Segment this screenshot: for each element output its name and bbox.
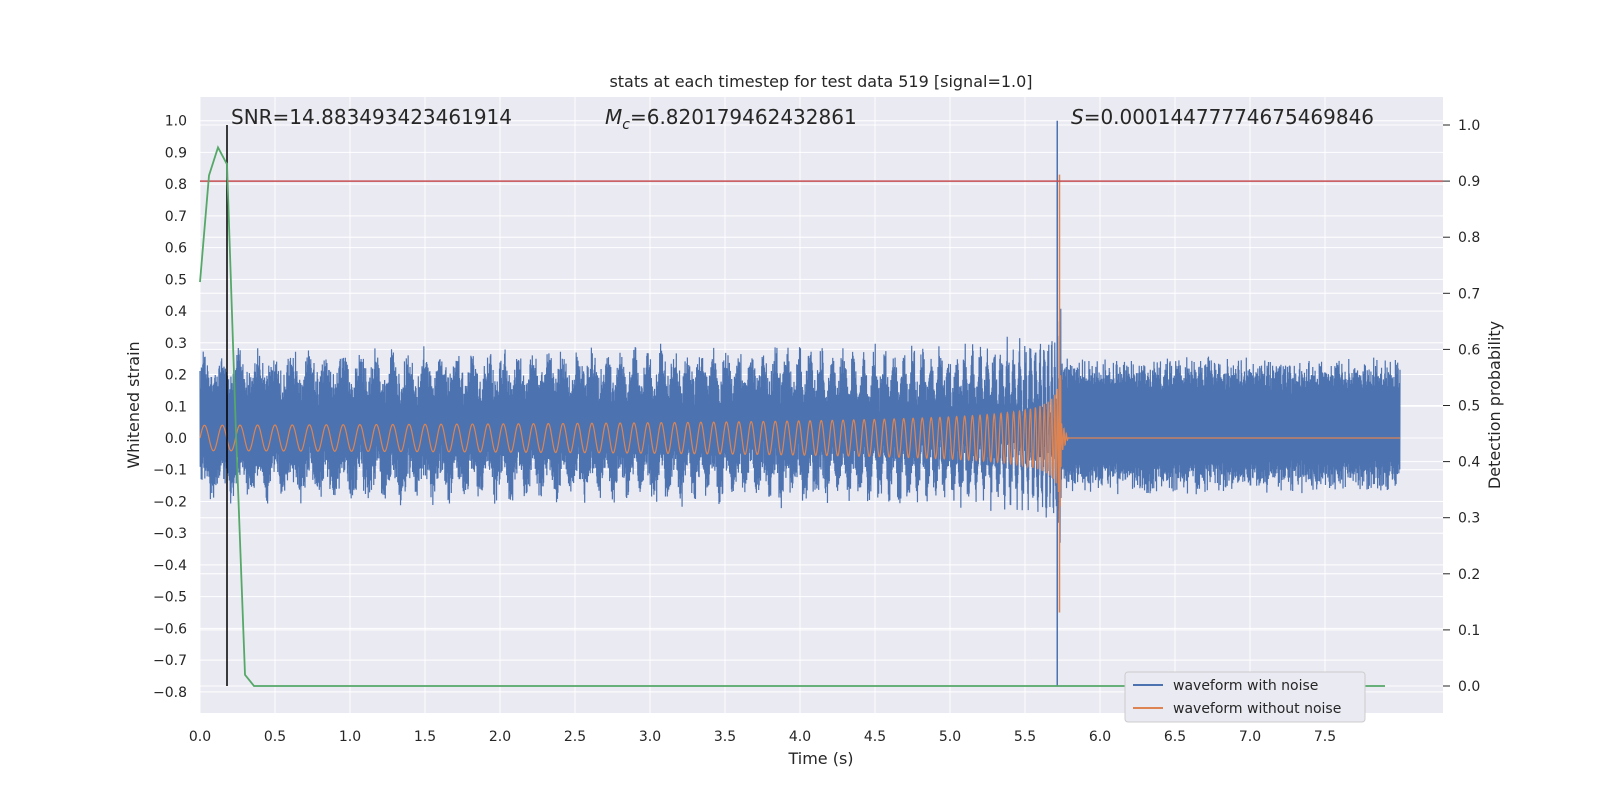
chirp-mass-value: =6.820179462432861 bbox=[630, 105, 857, 129]
y-tick-label: 1.0 bbox=[165, 114, 187, 130]
y2-tick-label: 0.3 bbox=[1458, 511, 1480, 527]
y2-axis-ticks: 1.0 0.9 0.8 0.7 0.6 0.5 0.4 0.3 0.2 0.1 0.0 bbox=[1443, 118, 1480, 695]
x-tick-label: 3.0 bbox=[639, 729, 661, 745]
y-tick-label: 0.9 bbox=[165, 145, 187, 161]
y-tick-label: 0.7 bbox=[165, 209, 187, 225]
s-annotation: S=0.00014477774675469846 bbox=[1071, 105, 1374, 129]
y-tick-label: −0.4 bbox=[153, 558, 187, 574]
y2-tick-label: 0.1 bbox=[1458, 623, 1480, 639]
x-tick-label: 7.0 bbox=[1239, 729, 1261, 745]
y-tick-label: −0.3 bbox=[153, 526, 187, 542]
y-axis-ticks: 1.0 0.9 0.8 0.7 0.6 0.5 0.4 0.3 0.2 0.1 0.0 −0.1 −0.… bbox=[153, 114, 187, 701]
series-waveform-without-noise bbox=[199, 174, 1400, 613]
y2-tick-label: 0.0 bbox=[1458, 679, 1480, 695]
clean-line bbox=[199, 375, 1400, 507]
legend-box bbox=[1124, 671, 1366, 723]
x-tick-label: 4.5 bbox=[864, 729, 886, 745]
chirp-mass-annotation: Mc=6.820179462432861 bbox=[605, 105, 857, 133]
x-tick-label: 2.0 bbox=[489, 729, 511, 745]
x-tick-label: 1.5 bbox=[414, 729, 436, 745]
y2-axis-label: Detection probability bbox=[1485, 321, 1504, 489]
x-tick-label: 0.0 bbox=[189, 729, 211, 745]
y-axis-label: Whitened strain bbox=[124, 341, 143, 468]
y-tick-label: 0.1 bbox=[165, 399, 187, 415]
y-tick-label: 0.5 bbox=[165, 272, 187, 288]
y-tick-label: −0.8 bbox=[153, 685, 187, 701]
x-tick-label: 2.5 bbox=[564, 729, 586, 745]
s-symbol: S bbox=[1071, 105, 1084, 129]
overlay-lines bbox=[200, 125, 1443, 686]
y-tick-label: −0.2 bbox=[153, 494, 187, 510]
x-tick-label: 5.5 bbox=[1014, 729, 1036, 745]
y-tick-label: 0.8 bbox=[165, 177, 187, 193]
y2-tick-label: 0.5 bbox=[1458, 399, 1480, 415]
legend-label-noisy: waveform with noise bbox=[1173, 678, 1318, 694]
chirp-mass-subscript: c bbox=[622, 117, 630, 133]
x-axis-label: Time (s) bbox=[787, 749, 853, 768]
x-tick-label: 1.0 bbox=[339, 729, 361, 745]
x-tick-label: 0.5 bbox=[264, 729, 286, 745]
y-tick-label: 0.4 bbox=[165, 304, 187, 320]
x-tick-label: 4.0 bbox=[789, 729, 811, 745]
y2-tick-label: 0.8 bbox=[1458, 230, 1480, 246]
y2-tick-label: 0.4 bbox=[1458, 455, 1480, 471]
y-tick-label: 0.6 bbox=[165, 241, 187, 257]
snr-annotation: SNR=14.883493423461914 bbox=[231, 105, 512, 129]
y-tick-label: −0.7 bbox=[153, 653, 187, 669]
y-tick-label: −0.6 bbox=[153, 621, 187, 637]
x-tick-label: 6.0 bbox=[1089, 729, 1111, 745]
series-detection-probability bbox=[199, 145, 1385, 687]
x-tick-label: 5.0 bbox=[939, 729, 961, 745]
y-tick-label: −0.1 bbox=[153, 463, 187, 479]
y2-tick-label: 0.9 bbox=[1458, 174, 1480, 190]
x-axis-ticks: 0.0 0.5 1.0 1.5 2.0 2.5 3.0 3.5 4.0 4.5 5.0 5.5 6.0 6… bbox=[189, 729, 1336, 745]
x-tick-label: 7.5 bbox=[1314, 729, 1336, 745]
probability-line bbox=[199, 145, 1385, 687]
x-tick-label: 3.5 bbox=[714, 729, 736, 745]
chirp-mass-symbol: M bbox=[605, 105, 622, 129]
chart-title: stats at each timestep for test data 519… bbox=[609, 72, 1032, 91]
legend: waveform with noise waveform without noi… bbox=[1124, 671, 1366, 723]
y2-tick-label: 0.6 bbox=[1458, 342, 1480, 358]
y2-tick-label: 1.0 bbox=[1458, 118, 1480, 134]
y2-tick-label: 0.7 bbox=[1458, 286, 1480, 302]
x-tick-label: 6.5 bbox=[1164, 729, 1186, 745]
y-tick-label: 0.0 bbox=[165, 431, 187, 447]
y-tick-label: −0.5 bbox=[153, 590, 187, 606]
legend-label-clean: waveform without noise bbox=[1173, 701, 1341, 717]
y-tick-label: 0.3 bbox=[165, 336, 187, 352]
s-value: =0.00014477774675469846 bbox=[1084, 105, 1374, 129]
y-tick-label: 0.2 bbox=[165, 368, 187, 384]
y2-tick-label: 0.2 bbox=[1458, 567, 1480, 583]
